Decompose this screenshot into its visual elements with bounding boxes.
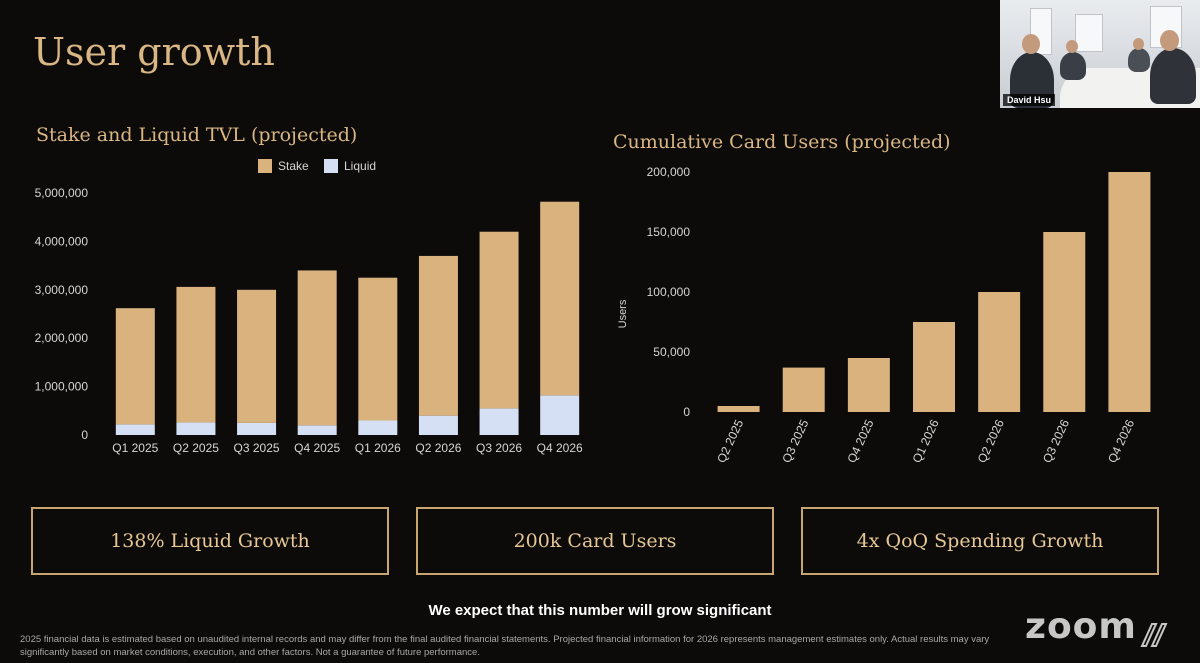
card-users-chart-title: Cumulative Card Users (projected) xyxy=(613,131,951,153)
x-tick-label: Q2 2025 xyxy=(173,441,219,455)
y-tick-label: 5,000,000 xyxy=(35,186,89,200)
person-figure xyxy=(1150,48,1196,104)
y-axis-label: Users xyxy=(617,299,629,328)
bar-stake xyxy=(297,270,337,426)
x-tick-label: Q1 2025 xyxy=(112,441,158,455)
x-tick-label: Q2 2026 xyxy=(415,441,461,455)
y-tick-label: 4,000,000 xyxy=(35,234,89,248)
bar-stake xyxy=(479,231,519,409)
person-head xyxy=(1160,30,1179,51)
participant-name-label: David Hsu xyxy=(1003,94,1056,106)
bar-card-users xyxy=(1108,172,1151,412)
person-figure xyxy=(1060,52,1086,80)
bar-stake xyxy=(115,308,155,425)
legend-swatch-liquid xyxy=(324,159,338,173)
y-tick-label: 2,000,000 xyxy=(35,331,89,345)
y-tick-label: 0 xyxy=(683,405,690,419)
legend-label-liquid: Liquid xyxy=(344,159,376,173)
bar-card-users xyxy=(717,406,760,412)
window-decoration xyxy=(1075,14,1103,52)
y-tick-label: 0 xyxy=(81,428,88,442)
bar-card-users xyxy=(847,358,890,412)
zoom-mark-icon xyxy=(1140,623,1168,647)
bar-liquid xyxy=(479,408,519,435)
bar-stake xyxy=(176,286,216,423)
tvl-chart-title: Stake and Liquid TVL (projected) xyxy=(36,124,358,146)
x-tick-label: Q4 2026 xyxy=(1105,417,1137,465)
bar-liquid xyxy=(358,420,398,435)
bar-card-users xyxy=(913,322,955,412)
legend-swatch-stake xyxy=(258,159,272,173)
x-tick-label: Q3 2025 xyxy=(779,417,811,465)
bar-liquid xyxy=(176,422,216,435)
y-tick-label: 100,000 xyxy=(647,285,691,299)
x-tick-label: Q3 2026 xyxy=(476,441,522,455)
callout-card-users: 200k Card Users xyxy=(416,507,774,575)
person-head xyxy=(1066,40,1078,53)
x-tick-label: Q4 2025 xyxy=(294,441,340,455)
y-tick-label: 150,000 xyxy=(647,225,691,239)
y-tick-label: 1,000,000 xyxy=(35,380,89,394)
bar-stake xyxy=(540,201,580,396)
live-caption: We expect that this number will grow sig… xyxy=(428,602,772,619)
bar-card-users xyxy=(1043,232,1086,412)
participant-video-tile[interactable]: David Hsu xyxy=(1000,0,1200,108)
person-head xyxy=(1133,38,1144,50)
bar-stake xyxy=(418,255,458,416)
bar-liquid xyxy=(540,395,580,435)
x-tick-label: Q4 2025 xyxy=(844,417,876,465)
bar-liquid xyxy=(297,425,337,435)
y-tick-label: 50,000 xyxy=(653,345,690,359)
bar-liquid xyxy=(237,422,277,435)
x-tick-label: Q4 2026 xyxy=(537,441,583,455)
bar-liquid xyxy=(418,415,458,435)
callout-spending-growth: 4x QoQ Spending Growth xyxy=(801,507,1159,575)
y-tick-label: 3,000,000 xyxy=(35,283,89,297)
person-head xyxy=(1022,34,1040,54)
page-title: User growth xyxy=(33,30,275,74)
bar-stake xyxy=(237,289,277,423)
x-tick-label: Q1 2026 xyxy=(355,441,401,455)
x-tick-label: Q2 2025 xyxy=(714,417,746,465)
callout-liquid-growth: 138% Liquid Growth xyxy=(31,507,389,575)
bar-card-users xyxy=(782,367,825,412)
person-figure xyxy=(1128,48,1150,72)
bar-card-users xyxy=(978,292,1021,412)
bar-stake xyxy=(358,277,398,421)
x-tick-label: Q3 2025 xyxy=(234,441,280,455)
legend-label-stake: Stake xyxy=(278,159,309,173)
bar-liquid xyxy=(115,424,155,435)
disclaimer-text: 2025 financial data is estimated based o… xyxy=(20,634,990,658)
x-tick-label: Q3 2026 xyxy=(1040,417,1072,465)
x-tick-label: Q1 2026 xyxy=(910,417,942,465)
x-tick-label: Q2 2026 xyxy=(975,417,1007,465)
zoom-logo: zoom xyxy=(1025,606,1137,647)
y-tick-label: 200,000 xyxy=(647,165,691,179)
